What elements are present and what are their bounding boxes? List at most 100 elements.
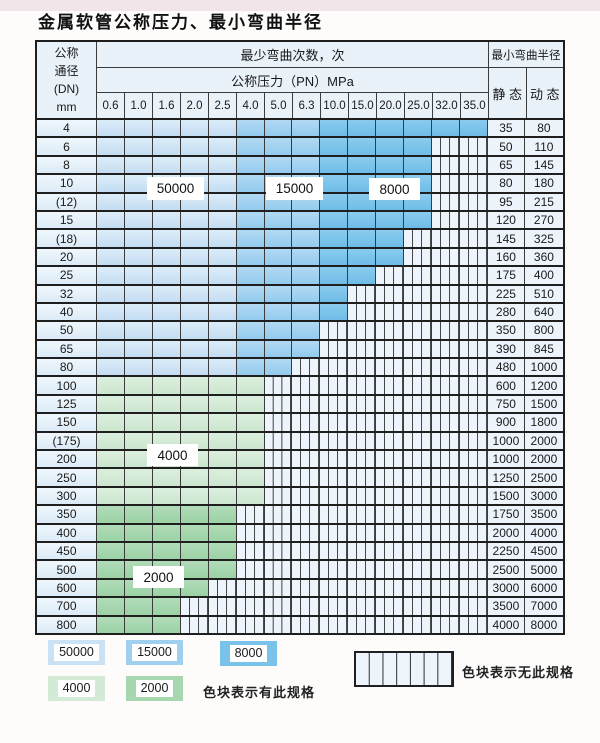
dn-cell: 500 xyxy=(37,561,97,578)
no-spec-cell xyxy=(348,451,377,468)
bend-cycle-cell xyxy=(124,469,153,486)
static-radius-cell: 1000 xyxy=(487,451,525,468)
bend-cycles-block: 最少弯曲次数，次 公称压力（PN）MPa 0.6 1.0 1.6 2.0 2.5 4.0 5… xyxy=(97,42,488,118)
static-radius-cell: 160 xyxy=(487,248,525,266)
bend-cycle-cell xyxy=(348,211,377,229)
no-spec-cell xyxy=(236,506,265,523)
bend-cycle-cell xyxy=(152,542,181,560)
no-spec-cell xyxy=(292,598,321,615)
dynamic-radius-cell: 270 xyxy=(524,211,563,229)
no-spec-cell xyxy=(292,506,321,523)
no-spec-cell xyxy=(404,524,433,541)
value-label-50000: 50000 xyxy=(147,177,204,200)
bend-cycle-cell xyxy=(208,193,237,210)
bend-cycle-cell xyxy=(236,285,265,302)
no-spec-cell xyxy=(459,561,488,578)
no-spec-cell xyxy=(292,395,321,413)
no-spec-cell xyxy=(292,616,321,633)
no-spec-cell xyxy=(432,285,460,302)
pressure-col-header: 2.0 xyxy=(181,93,209,118)
no-spec-cell xyxy=(432,193,460,210)
no-spec-cell xyxy=(180,598,209,615)
table-row: 500 2500 5000 xyxy=(37,559,563,578)
table-row: 40 280 640 xyxy=(37,301,563,321)
no-spec-cell xyxy=(348,506,377,523)
no-spec-cell xyxy=(236,524,265,541)
dynamic-radius-cell: 110 xyxy=(524,138,563,155)
no-spec-cell xyxy=(432,469,460,486)
bend-cycle-cell xyxy=(152,138,181,155)
pressure-col-header: 4.0 xyxy=(237,93,265,118)
bend-cycle-cell xyxy=(208,395,237,413)
no-spec-cell xyxy=(432,524,460,541)
no-spec-cell xyxy=(264,487,293,505)
bend-cycle-cell xyxy=(236,120,265,137)
bend-cycle-cell xyxy=(208,451,237,468)
no-spec-cell xyxy=(459,542,488,560)
no-spec-cell xyxy=(376,598,405,615)
legend-swatch-4000: 4000 xyxy=(48,676,105,701)
bend-cycle-cell xyxy=(208,469,237,486)
bend-cycle-cell xyxy=(320,156,349,174)
bend-cycle-cell xyxy=(97,340,125,358)
bend-cycle-cell xyxy=(152,377,181,394)
dn-cell: (12) xyxy=(37,193,97,210)
no-spec-cell xyxy=(264,616,293,633)
table-row: 600 3000 6000 xyxy=(37,577,563,597)
dynamic-radius-cell: 4000 xyxy=(524,524,563,541)
dynamic-radius-cell: 7000 xyxy=(524,598,563,615)
dynamic-radius-cell: 1200 xyxy=(524,377,563,394)
dn-cell: 125 xyxy=(37,395,97,413)
no-spec-cell xyxy=(348,432,377,450)
static-radius-cell: 225 xyxy=(487,285,525,302)
table-row: 125 750 1500 xyxy=(37,393,563,413)
bend-cycle-cell xyxy=(97,303,125,321)
no-spec-cell xyxy=(264,506,293,523)
no-spec-cell xyxy=(264,524,293,541)
dn-cell: 400 xyxy=(37,524,97,541)
no-spec-cell xyxy=(376,542,405,560)
dn-cell: 50 xyxy=(37,322,97,339)
bend-cycle-cell xyxy=(124,524,153,541)
value-label-8000: 8000 xyxy=(369,178,420,200)
dynamic-radius-cell: 8000 xyxy=(524,616,563,633)
no-spec-cell xyxy=(376,395,405,413)
no-spec-cell xyxy=(432,156,460,174)
pressure-col-header: 15.0 xyxy=(349,93,377,118)
no-spec-cell xyxy=(292,451,321,468)
bend-cycle-cell xyxy=(124,248,153,266)
bend-cycle-cell xyxy=(124,138,153,155)
table-row: 6 50 110 xyxy=(37,136,563,155)
no-spec-cell xyxy=(320,377,349,394)
bend-cycle-cell xyxy=(97,524,125,541)
no-spec-cell xyxy=(404,377,433,394)
no-spec-cell xyxy=(208,616,237,633)
bend-cycle-cell xyxy=(376,120,405,137)
bend-cycle-cell xyxy=(124,598,153,615)
no-spec-cell xyxy=(459,414,488,431)
no-spec-cell xyxy=(404,579,433,597)
no-spec-cell xyxy=(432,395,460,413)
bend-cycle-cell xyxy=(208,156,237,174)
bend-cycle-cell xyxy=(236,248,265,266)
bend-cycle-cell xyxy=(180,524,209,541)
no-spec-cell xyxy=(404,414,433,431)
bend-cycle-cell xyxy=(348,230,377,247)
bend-cycle-cell xyxy=(236,303,265,321)
no-spec-cell xyxy=(432,377,460,394)
no-spec-cell xyxy=(320,322,349,339)
bend-cycle-cell xyxy=(124,506,153,523)
no-spec-cell xyxy=(459,616,488,633)
dn-cell: 80 xyxy=(37,359,97,376)
static-radius-cell: 1250 xyxy=(487,469,525,486)
no-spec-cell xyxy=(459,432,488,450)
no-spec-cell xyxy=(376,524,405,541)
no-spec-cell xyxy=(264,395,293,413)
bend-cycle-cell xyxy=(97,469,125,486)
bend-cycle-cell xyxy=(124,322,153,339)
static-radius-cell: 3000 xyxy=(487,579,525,597)
table-row: 15 120 270 xyxy=(37,209,563,229)
bend-cycle-cell xyxy=(404,120,433,137)
bend-cycle-cell xyxy=(97,193,125,210)
dn-column-header: 公称 通径 (DN) mm xyxy=(37,42,97,118)
